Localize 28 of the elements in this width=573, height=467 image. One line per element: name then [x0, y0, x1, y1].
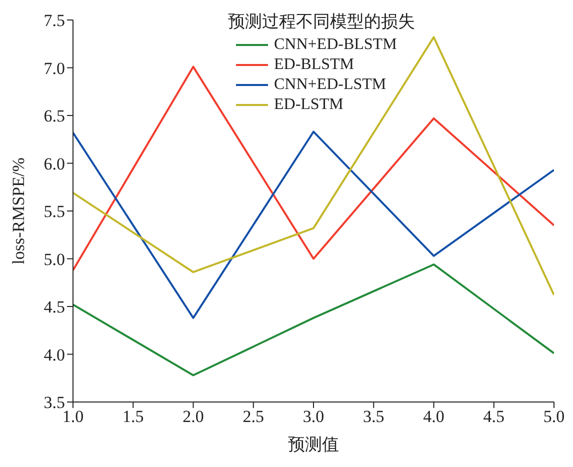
- y-tick-label: 5.5: [44, 202, 65, 222]
- x-axis-title: 预测值: [288, 435, 339, 454]
- legend-label: ED-BLSTM: [274, 55, 354, 75]
- line-series: [73, 36, 554, 296]
- y-tick-label: 7.5: [44, 11, 65, 30]
- x-tick-label: 1.5: [122, 407, 144, 426]
- x-tick-label: 4.0: [423, 407, 444, 426]
- x-tick-label: 3.0: [302, 407, 324, 426]
- x-tick-label: 1.0: [62, 407, 84, 426]
- line-series: [73, 263, 554, 376]
- x-tick-label: 4.5: [483, 407, 504, 426]
- y-tick-label: 7.0: [44, 58, 65, 78]
- x-tick-label: 3.5: [363, 407, 384, 426]
- y-tick-label: 6.5: [44, 106, 65, 126]
- line-series: [73, 130, 554, 319]
- y-tick-label: 4.0: [44, 345, 65, 364]
- legend-label: CNN+ED-BLSTM: [274, 35, 397, 55]
- y-axis-title: loss-RMSPE/%: [9, 158, 28, 264]
- y-tick-label: 3.5: [44, 393, 65, 412]
- y-tick-label: 4.5: [44, 298, 65, 317]
- x-tick-label: 2.5: [242, 407, 264, 426]
- y-tick-label: 6.0: [44, 154, 65, 174]
- x-tick-label: 5.0: [543, 407, 565, 426]
- y-tick-label: 5.0: [44, 250, 65, 269]
- legend-title: 预测过程不同模型的损失: [228, 11, 415, 33]
- x-tick-label: 2.0: [182, 407, 204, 426]
- legend-label: CNN+ED-LSTM: [274, 75, 386, 95]
- legend-label: ED-LSTM: [274, 95, 344, 115]
